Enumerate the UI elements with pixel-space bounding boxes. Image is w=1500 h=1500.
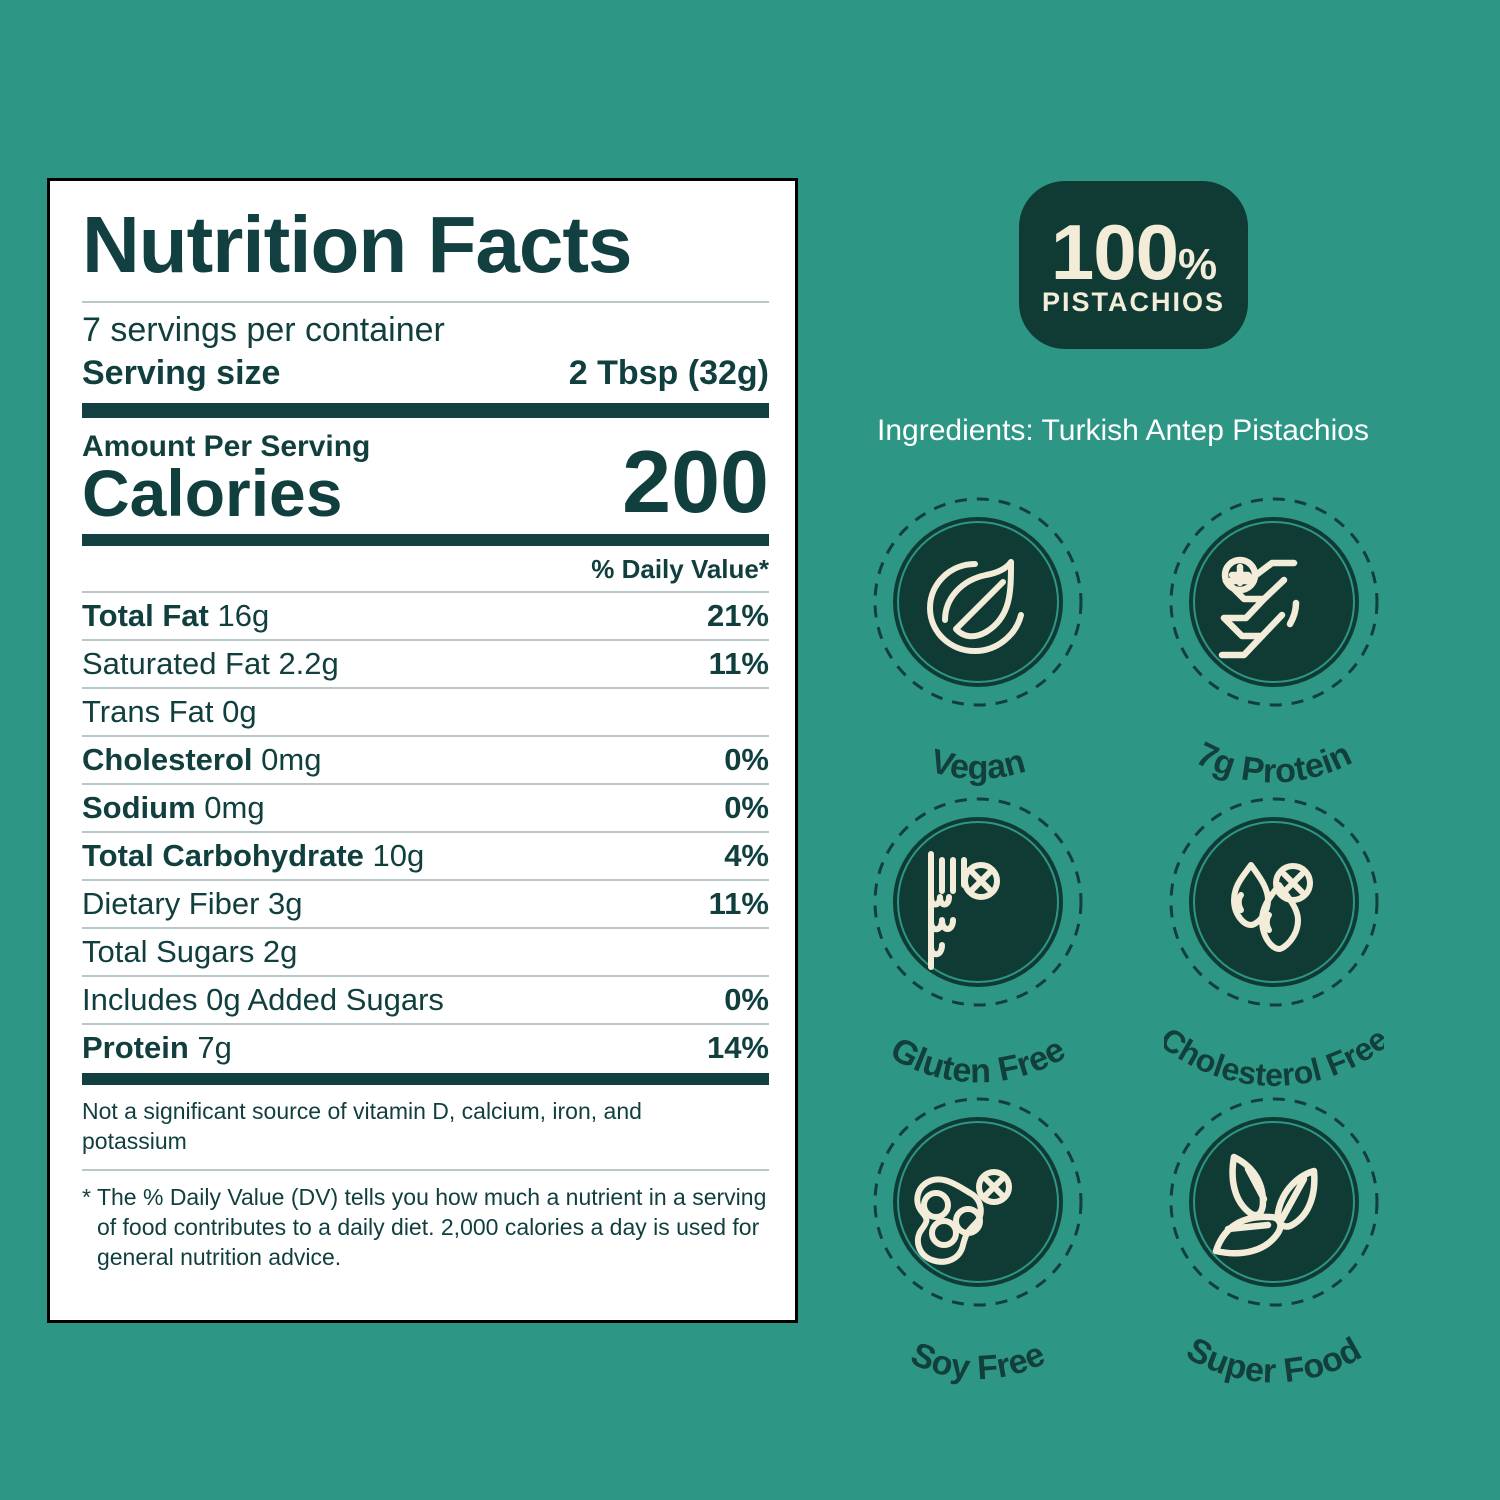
svg-text:Super Food: Super Food — [1180, 1330, 1367, 1390]
svg-text:Soy Free: Soy Free — [905, 1335, 1050, 1387]
svg-text:7g Protein: 7g Protein — [1191, 735, 1358, 791]
svg-text:Cholesterol Free: Cholesterol Free — [1164, 1020, 1384, 1093]
svg-text:Vegan: Vegan — [927, 742, 1030, 787]
svg-text:Gluten Free: Gluten Free — [884, 1030, 1071, 1090]
